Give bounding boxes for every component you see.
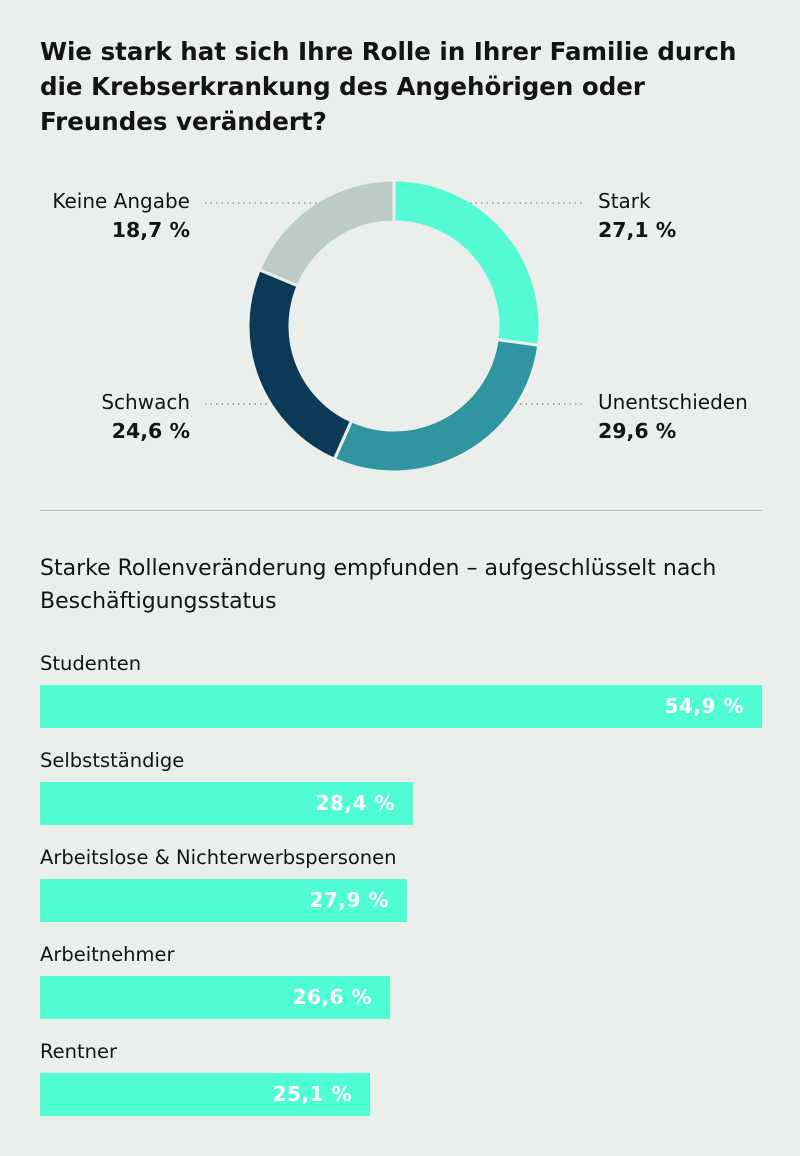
- bar-label-arbeitnehmer: Arbeitnehmer: [40, 943, 175, 966]
- slice-value-stark: 27,1 %: [598, 218, 677, 242]
- donut-chart: [205, 178, 585, 474]
- bar-label-rentner: Rentner: [40, 1040, 118, 1063]
- bar-value-studenten: 54,9 %: [664, 694, 744, 718]
- bar-label-arbeitslose-nichterwerbspersonen: Arbeitslose & Nichterwerbspersonen: [40, 846, 397, 869]
- label-schwach: Schwach 24,6 %: [101, 389, 190, 444]
- slice-value-unentschieden: 29,6 %: [598, 419, 677, 443]
- bar-arbeitslose-nichterwerbspersonen: 27,9 %: [40, 879, 407, 922]
- chart-title: Wie stark hat sich Ihre Rolle in Ihrer F…: [40, 37, 737, 136]
- bar-selbstständige: 28,4 %: [40, 782, 413, 825]
- donut-slice-schwach: [246, 267, 354, 462]
- bar-studenten: 54,9 %: [40, 685, 762, 728]
- bar-rentner: 25,1 %: [40, 1073, 370, 1116]
- label-stark: Stark 27,1 %: [598, 188, 676, 243]
- bar-value-selbstständige: 28,4 %: [315, 791, 395, 815]
- bar-label-selbstständige: Selbstständige: [40, 749, 185, 772]
- slice-label-schwach: Schwach: [101, 390, 190, 414]
- bar-arbeitnehmer: 26,6 %: [40, 976, 390, 1019]
- donut-slice-unentschieden: [332, 337, 541, 474]
- slice-label-keine-angabe: Keine Angabe: [52, 189, 190, 213]
- bar-value-arbeitnehmer: 26,6 %: [292, 985, 372, 1009]
- label-keine-angabe: Keine Angabe 18,7 %: [52, 188, 190, 243]
- slice-label-stark: Stark: [598, 189, 651, 213]
- label-unentschieden: Unentschieden 29,6 %: [598, 389, 748, 444]
- slice-label-unentschieden: Unentschieden: [598, 390, 748, 414]
- section-divider: [40, 510, 762, 511]
- donut-slice-stark: [392, 178, 542, 347]
- bar-value-arbeitslose-nichterwerbspersonen: 27,9 %: [309, 888, 389, 912]
- bar-label-studenten: Studenten: [40, 652, 142, 675]
- bar-value-rentner: 25,1 %: [272, 1082, 352, 1106]
- donut-slice-keine-angabe: [257, 178, 396, 288]
- bar-chart-subtitle: Starke Rollenveränderung empfunden – auf…: [40, 556, 717, 614]
- slice-value-schwach: 24,6 %: [111, 419, 190, 443]
- slice-value-keine-angabe: 18,7 %: [111, 218, 190, 242]
